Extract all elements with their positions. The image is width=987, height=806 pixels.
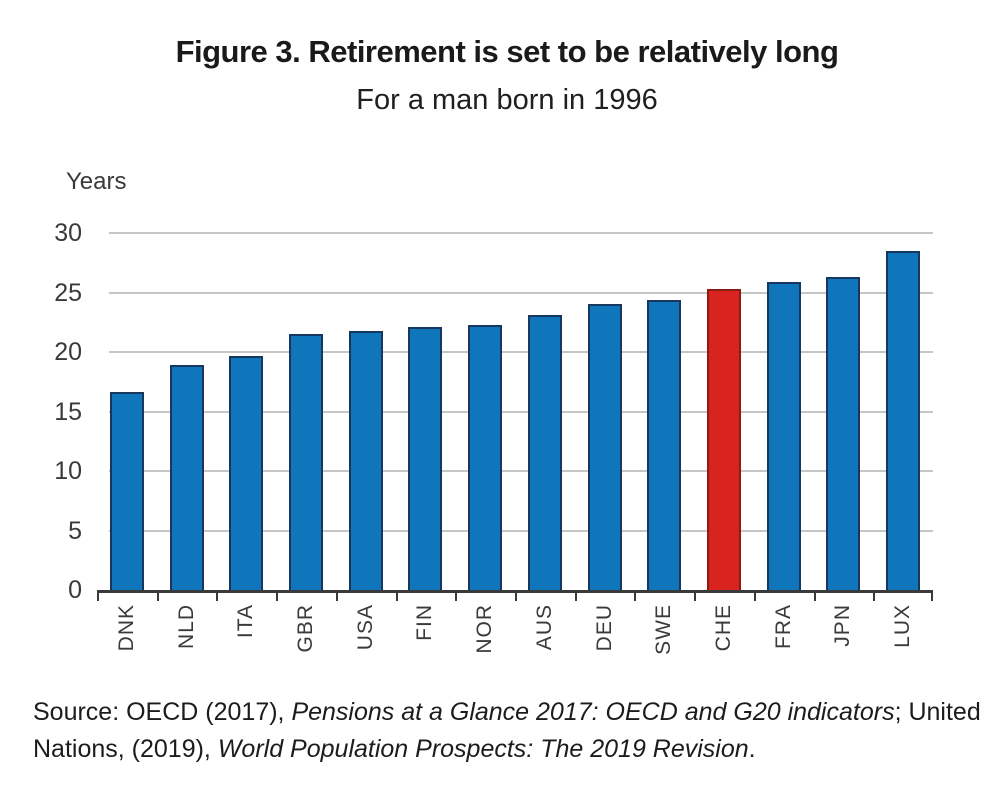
x-tick-label-aus: AUS xyxy=(532,604,556,651)
source-line: Nations, (2019), World Population Prospe… xyxy=(33,731,958,768)
gridline-20 xyxy=(109,351,933,353)
bar-che xyxy=(707,288,741,590)
x-slot-dnk: DNK xyxy=(97,604,157,689)
chart-subtitle: For a man born in 1996 xyxy=(356,84,658,116)
y-tick-label-15: 15 xyxy=(54,397,82,426)
y-tick-label-30: 30 xyxy=(54,219,82,247)
x-slot-aus: AUS xyxy=(515,604,575,689)
gridline-15 xyxy=(109,410,933,413)
x-axis-tick xyxy=(395,593,398,601)
x-axis-tick xyxy=(634,593,637,601)
bar-nld xyxy=(169,365,204,590)
x-slot-nld: NLD xyxy=(157,604,217,689)
source-text: . xyxy=(748,735,756,763)
x-axis-tick xyxy=(574,593,577,601)
bar-fra xyxy=(766,281,801,590)
x-tick-label-jpn: JPN xyxy=(831,604,855,647)
x-slot-gbr: GBR xyxy=(276,604,336,689)
bar-lux xyxy=(886,250,921,590)
x-axis-tick xyxy=(753,593,756,601)
source-text: ; United xyxy=(894,698,981,726)
x-axis-tick xyxy=(873,593,876,601)
x-axis-tick xyxy=(813,593,816,601)
bar-usa xyxy=(348,330,383,590)
x-axis-tick xyxy=(335,593,338,601)
y-tick-label-25: 25 xyxy=(54,278,82,307)
source-title-italic: World Population Prospects: The 2019 Rev… xyxy=(217,735,749,763)
x-slot-lux: LUX xyxy=(873,604,933,689)
x-tick-label-nor: NOR xyxy=(473,604,497,654)
y-tick-label-0: 0 xyxy=(68,576,82,604)
x-axis-tick xyxy=(515,593,517,601)
x-tick-label-usa: USA xyxy=(353,604,377,651)
bar-jpn xyxy=(826,277,861,590)
bar-fin xyxy=(408,327,443,590)
y-tick-label-5: 5 xyxy=(68,516,82,545)
x-slot-che: CHE xyxy=(694,604,754,689)
y-axis-tick-labels: 0 5 10 15 20 25 30 xyxy=(20,219,82,604)
x-axis-tick xyxy=(216,593,219,601)
plot-area xyxy=(97,232,933,601)
x-axis-tick xyxy=(97,593,99,601)
bar-nor xyxy=(468,324,503,590)
x-axis-tick xyxy=(156,593,159,601)
x-tick-label-che: CHE xyxy=(711,604,735,652)
bar-aus xyxy=(527,315,562,590)
gridline-30 xyxy=(109,232,933,234)
x-tick-label-ita: ITA xyxy=(234,604,258,639)
gridline-10 xyxy=(109,470,933,472)
source-title-italic: Pensions at a Glance 2017: OECD and G20 … xyxy=(291,698,895,726)
x-slot-fin: FIN xyxy=(396,604,456,689)
y-tick-label-20: 20 xyxy=(54,338,82,366)
chart-title: Figure 3. Retirement is set to be relati… xyxy=(175,34,839,69)
x-tick-label-swe: SWE xyxy=(652,604,676,655)
x-tick-label-deu: DEU xyxy=(592,604,616,652)
x-tick-label-gbr: GBR xyxy=(293,604,317,653)
bar-deu xyxy=(587,304,622,590)
x-axis-tick xyxy=(455,593,458,601)
y-tick-label-10: 10 xyxy=(54,457,82,485)
gridline-25 xyxy=(109,291,933,294)
source-note: Source: OECD (2017), Pensions at a Glanc… xyxy=(33,694,981,768)
bar-swe xyxy=(647,299,682,590)
source-line: Source: OECD (2017), Pensions at a Glanc… xyxy=(33,694,981,731)
x-tick-label-fin: FIN xyxy=(413,604,437,641)
x-slot-deu: DEU xyxy=(575,604,635,689)
x-slot-usa: USA xyxy=(336,604,396,689)
source-text: Source: OECD (2017), xyxy=(33,698,292,726)
x-tick-label-lux: LUX xyxy=(891,604,915,648)
x-axis-tick-labels: DNK NLD ITA GBR USA FIN NOR AUS DEU SWE CHE FRA JPN L… xyxy=(97,604,933,689)
x-tick-label-fra: FRA xyxy=(771,604,795,649)
bar-ita xyxy=(229,355,264,590)
gridline-5 xyxy=(109,529,933,532)
x-slot-ita: ITA xyxy=(216,604,276,689)
source-text: Nations, (2019), xyxy=(33,735,218,763)
x-tick-label-dnk: DNK xyxy=(114,604,138,652)
x-slot-nor: NOR xyxy=(455,604,515,689)
x-tick-label-nld: NLD xyxy=(174,604,198,650)
x-slot-swe: SWE xyxy=(634,604,694,689)
x-axis-tick xyxy=(931,593,933,601)
bar-dnk xyxy=(109,392,144,590)
x-slot-fra: FRA xyxy=(754,604,814,689)
x-slot-jpn: JPN xyxy=(814,604,874,689)
y-axis-title: Years xyxy=(66,168,127,195)
x-axis-tick xyxy=(276,593,279,601)
bar-gbr xyxy=(289,334,323,590)
x-axis-tick xyxy=(694,593,697,601)
